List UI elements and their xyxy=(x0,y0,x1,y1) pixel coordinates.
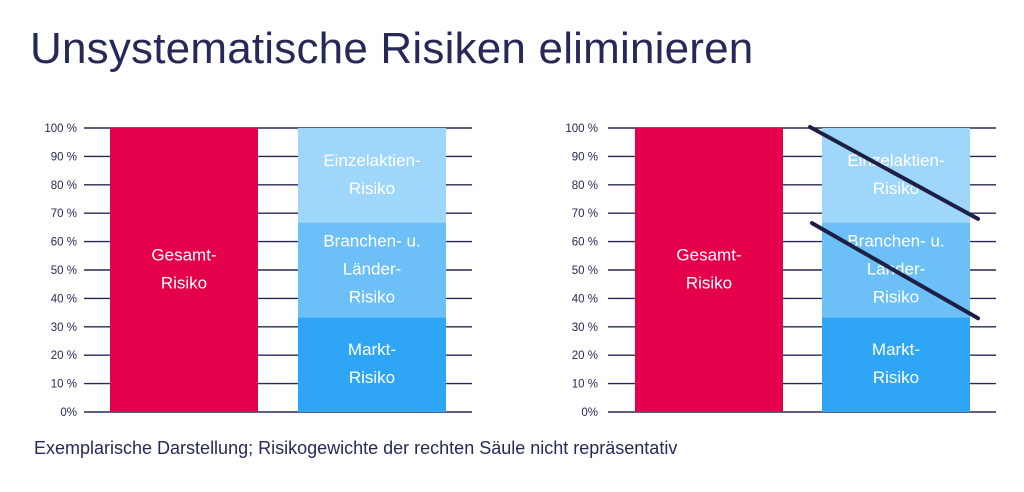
bar-segment xyxy=(822,317,970,412)
y-tick-label: 30 % xyxy=(51,322,77,334)
bar-segment-label: Branchen- u. xyxy=(847,231,944,250)
bar-segment xyxy=(298,128,446,223)
y-tick-label: 20 % xyxy=(51,350,77,362)
y-tick-label: 80 % xyxy=(51,180,77,192)
y-tick-label: 70 % xyxy=(51,208,77,220)
bar-segment-label: Risiko xyxy=(873,287,919,306)
y-tick-label: 0% xyxy=(581,407,598,419)
y-tick-label: 80 % xyxy=(572,180,598,192)
y-tick-label: 50 % xyxy=(51,265,77,277)
y-tick-label: 0% xyxy=(60,407,77,419)
bar-segment xyxy=(298,222,446,318)
y-tick-label: 60 % xyxy=(51,237,77,249)
y-tick-label: 90 % xyxy=(572,151,598,163)
eliminated-strike-line xyxy=(810,221,980,321)
bar-segment-label: Risiko xyxy=(349,287,395,306)
bar-segment-label: Risiko xyxy=(873,368,919,387)
bar-segment-label: Risiko xyxy=(873,179,919,198)
bar-segment xyxy=(635,128,783,412)
bar-segment-label: Länder- xyxy=(343,259,402,278)
bar-segment-label: Branchen- u. xyxy=(323,231,420,250)
bar-segment-label: Risiko xyxy=(686,273,732,292)
bar-segment xyxy=(110,128,258,412)
bar-segment-label: Gesamt- xyxy=(151,245,216,264)
page-title: Unsystematische Risiken eliminieren xyxy=(30,24,754,73)
y-tick-label: 40 % xyxy=(51,293,77,305)
bar-segment xyxy=(298,317,446,412)
y-tick-label: 100 % xyxy=(565,123,598,135)
bar-segment-label: Einzelaktien- xyxy=(323,151,420,170)
y-tick-label: 10 % xyxy=(572,379,598,391)
y-tick-label: 20 % xyxy=(572,350,598,362)
bar-segment-label: Risiko xyxy=(161,273,207,292)
bar-segment-label: Markt- xyxy=(348,340,396,359)
y-tick-label: 50 % xyxy=(572,265,598,277)
bar-segment-label: Risiko xyxy=(349,368,395,387)
y-tick-label: 40 % xyxy=(572,293,598,305)
bar-segment-label: Risiko xyxy=(349,179,395,198)
eliminated-strike-line xyxy=(808,125,980,221)
y-tick-label: 100 % xyxy=(44,123,77,135)
y-tick-label: 30 % xyxy=(572,322,598,334)
bar-segment-label: Markt- xyxy=(872,340,920,359)
bar-segment-label: Gesamt- xyxy=(676,245,741,264)
y-tick-label: 90 % xyxy=(51,151,77,163)
bar-segment-label: Einzelaktien- xyxy=(847,151,944,170)
y-tick-label: 70 % xyxy=(572,208,598,220)
y-tick-label: 60 % xyxy=(572,237,598,249)
chart-caption: Exemplarische Darstellung; Risikogewicht… xyxy=(34,438,678,458)
y-tick-label: 10 % xyxy=(51,379,77,391)
